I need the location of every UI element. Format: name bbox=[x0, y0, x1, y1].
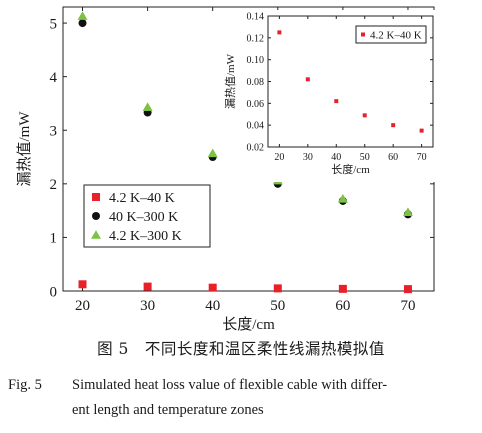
y-tick-label: 0.14 bbox=[247, 12, 265, 23]
x-tick-label: 60 bbox=[388, 152, 398, 163]
data-point bbox=[305, 77, 310, 82]
data-point bbox=[334, 99, 339, 104]
legend-box bbox=[355, 25, 427, 44]
y-tick-label: 0 bbox=[50, 284, 58, 300]
x-tick-label: 30 bbox=[140, 298, 155, 314]
y-tick-label: 0.12 bbox=[247, 33, 265, 44]
x-tick-label: 20 bbox=[274, 152, 284, 163]
legend-marker bbox=[92, 193, 100, 201]
x-tick-label: 40 bbox=[205, 298, 220, 314]
caption-line-1: Simulated heat loss value of flexible ca… bbox=[72, 377, 388, 393]
x-tick-label: 20 bbox=[75, 298, 90, 314]
x-tick-label: 40 bbox=[331, 152, 341, 163]
main-plot: 20 30 40 50 60 70 0 1 2 3 4 5 长度/cm 漏热值/mW bbox=[16, 6, 435, 333]
data-point bbox=[77, 11, 88, 20]
x-tick-label: 70 bbox=[417, 152, 427, 163]
legend-label: 40 K–300 K bbox=[109, 210, 178, 225]
data-point bbox=[207, 148, 218, 158]
y-tick-label: 0.06 bbox=[247, 99, 265, 110]
data-point bbox=[402, 207, 413, 217]
inset-plot: 20 30 40 50 60 70 0.02 0.04 0.06 0.08 0.10 0.12 0.14… bbox=[224, 12, 434, 176]
y-tick-label: 0.02 bbox=[247, 143, 265, 154]
x-axis-label: 长度/cm bbox=[331, 162, 370, 176]
legend-marker bbox=[92, 212, 100, 220]
legend-marker bbox=[361, 32, 365, 37]
main-legend: 4.2 K–40 K 40 K–300 K 4.2 K–300 K bbox=[83, 184, 211, 248]
y-axis-label: 漏热值/mW bbox=[16, 111, 33, 187]
y-axis-label: 漏热值/mW bbox=[224, 53, 237, 109]
y-tick-label: 5 bbox=[50, 16, 58, 32]
data-point bbox=[277, 30, 282, 35]
y-tick-label: 0.08 bbox=[247, 77, 265, 88]
data-point bbox=[403, 285, 412, 294]
legend-label: 4.2 K–40 K bbox=[109, 191, 175, 206]
figure-caption-chinese: 图 5 不同长度和温区柔性线漏热模拟值 bbox=[97, 340, 385, 358]
x-tick-label: 70 bbox=[400, 298, 415, 314]
x-axis-label: 长度/cm bbox=[222, 316, 275, 333]
legend-label: 4.2 K–40 K bbox=[370, 30, 422, 42]
data-point bbox=[273, 284, 282, 293]
y-tick-label: 0.10 bbox=[247, 55, 265, 66]
data-point bbox=[391, 123, 396, 128]
x-tick-label: 50 bbox=[270, 298, 285, 314]
x-tick-label: 30 bbox=[303, 152, 313, 163]
data-point bbox=[337, 194, 348, 203]
data-point bbox=[338, 284, 347, 293]
figure-label: Fig. 5 bbox=[8, 377, 42, 393]
data-point bbox=[143, 282, 152, 291]
data-point bbox=[78, 280, 87, 289]
data-point bbox=[419, 128, 424, 133]
x-tick-label: 60 bbox=[335, 298, 350, 314]
y-tick-label: 0.04 bbox=[247, 121, 265, 132]
data-point bbox=[142, 102, 153, 112]
data-point bbox=[208, 283, 217, 292]
caption-line-2: ent length and temperature zones bbox=[72, 402, 264, 418]
figure-caption-english: Fig. 5 Simulated heat loss value of flexi… bbox=[8, 373, 478, 423]
inset-legend: 4.2 K–40 K bbox=[355, 25, 427, 44]
y-tick-label: 3 bbox=[50, 123, 58, 139]
y-tick-label: 1 bbox=[50, 231, 58, 247]
x-tick-label: 50 bbox=[360, 152, 370, 163]
legend-label: 4.2 K–300 K bbox=[109, 229, 182, 244]
legend-marker bbox=[91, 230, 101, 239]
legend-box bbox=[83, 184, 211, 248]
y-tick-label: 2 bbox=[50, 177, 58, 193]
y-tick-label: 4 bbox=[50, 70, 58, 86]
data-point bbox=[362, 113, 367, 118]
data-point bbox=[78, 19, 87, 28]
